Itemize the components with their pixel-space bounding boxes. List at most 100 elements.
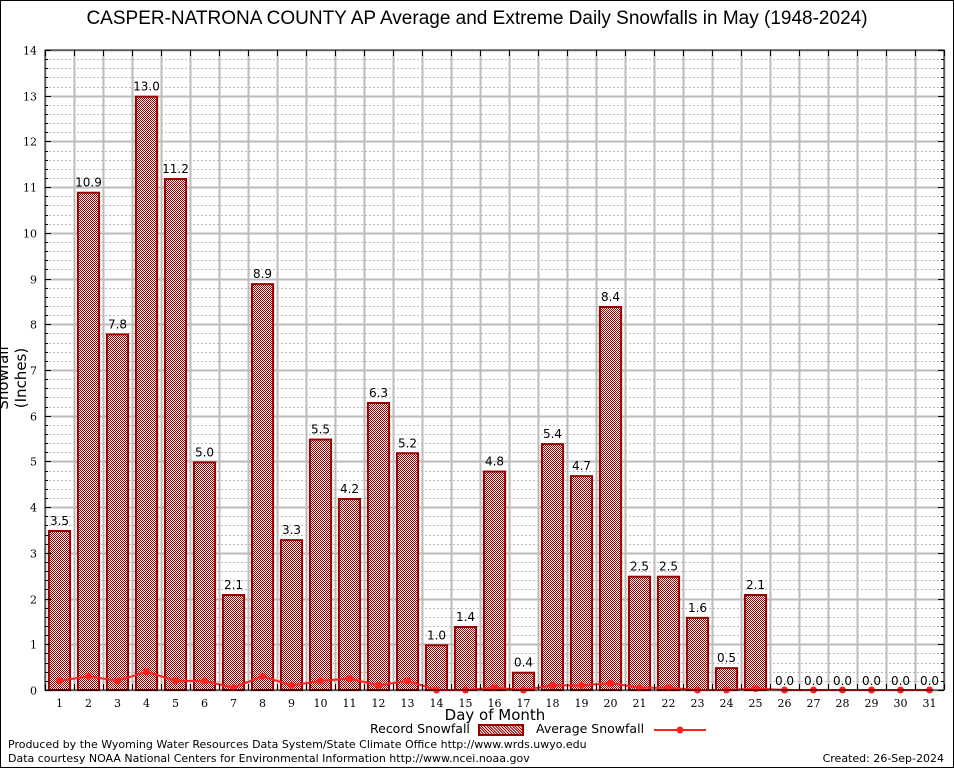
footer-data-courtesy: Data courtesy NOAA National Centers for … [8, 752, 530, 765]
bar-day-10 [308, 438, 333, 692]
y-axis-label: Snowfall (Inches) [0, 346, 30, 410]
average-point-day-1 [56, 677, 63, 685]
bar-day-6 [192, 461, 217, 691]
data-label-day-30: 0.0 [891, 674, 910, 688]
data-label-day-4: 13.0 [133, 80, 160, 94]
data-label-day-18: 5.4 [543, 427, 562, 441]
data-label-day-23: 1.6 [688, 601, 707, 615]
average-point-day-4 [143, 668, 150, 676]
average-point-day-16 [491, 684, 498, 692]
data-label-day-13: 5.2 [398, 436, 417, 450]
bar-day-20 [598, 306, 623, 691]
bar-day-14 [424, 644, 449, 691]
bar-day-11 [337, 498, 362, 691]
average-point-day-12 [375, 681, 382, 689]
average-point-day-13 [404, 677, 411, 685]
footer-created: Created: 26-Sep-2024 [822, 752, 944, 765]
average-point-day-25 [752, 685, 759, 693]
y-tick-label: 5 [30, 456, 37, 469]
x-tick-label-day-30: 30 [894, 697, 908, 710]
x-tick-label-day-26: 26 [778, 697, 792, 710]
data-label-day-12: 6.3 [369, 386, 388, 400]
x-tick-label-day-14: 14 [430, 697, 444, 710]
legend-average-label: Average Snowfall [536, 721, 645, 736]
bar-day-16 [482, 470, 507, 692]
legend-average-swatch [654, 726, 707, 733]
x-tick-label-day-3: 3 [114, 697, 121, 710]
x-tick-label-day-28: 28 [836, 697, 850, 710]
bar-day-15 [453, 626, 478, 691]
y-tick-label: 7 [30, 365, 37, 378]
x-tick-label-day-17: 17 [517, 697, 531, 710]
data-label-day-19: 4.7 [572, 459, 591, 473]
x-tick-label-day-6: 6 [201, 697, 208, 710]
y-tick-label: 9 [30, 274, 37, 287]
y-tick-label: 12 [23, 136, 37, 149]
bar-day-18 [540, 443, 565, 691]
x-tick-label-day-11: 11 [343, 697, 357, 710]
y-tick-label: 4 [30, 502, 37, 515]
data-label-day-10: 5.5 [311, 423, 330, 437]
x-tick-label-day-25: 25 [749, 697, 763, 710]
average-point-day-3 [114, 677, 121, 685]
data-label-day-14: 1.0 [427, 628, 446, 642]
bar-day-4 [134, 95, 159, 691]
x-tick-label-day-8: 8 [259, 697, 266, 710]
average-point-day-19 [578, 681, 585, 689]
average-point-day-22 [665, 684, 672, 692]
x-tick-label-day-4: 4 [143, 697, 150, 710]
average-point-day-5 [172, 677, 179, 685]
data-label-day-25: 2.1 [746, 578, 765, 592]
footer-produced-by: Produced by the Wyoming Water Resources … [8, 738, 587, 751]
x-tick-label-day-29: 29 [865, 697, 879, 710]
y-tick-label: 1 [30, 639, 37, 652]
data-label-day-9: 3.3 [282, 523, 301, 537]
data-label-day-29: 0.0 [862, 674, 881, 688]
bar-day-19 [569, 475, 594, 691]
legend-record: Record Snowfall [370, 721, 524, 736]
y-tick-label: 2 [30, 594, 37, 607]
data-label-day-16: 4.8 [485, 455, 504, 469]
x-tick-label-day-13: 13 [401, 697, 415, 710]
bar-day-3 [105, 333, 130, 691]
average-point-day-20 [607, 679, 614, 687]
bar-day-13 [395, 452, 420, 691]
average-point-day-6 [201, 677, 208, 685]
data-label-day-3: 7.8 [108, 317, 127, 331]
data-label-day-11: 4.2 [340, 482, 359, 496]
x-tick-label-day-19: 19 [575, 697, 589, 710]
x-tick-label-day-10: 10 [314, 697, 328, 710]
x-tick-label-day-1: 1 [56, 697, 63, 710]
x-tick-label-day-27: 27 [807, 697, 821, 710]
bar-day-7 [221, 594, 246, 691]
average-point-day-9 [288, 681, 295, 689]
y-tick-label: 14 [23, 45, 37, 58]
bar-day-9 [279, 539, 304, 692]
x-tick-label-day-18: 18 [546, 697, 560, 710]
y-tick-label: 0 [30, 685, 37, 698]
x-tick-label-day-5: 5 [172, 697, 179, 710]
x-tick-label-day-31: 31 [923, 697, 937, 710]
y-tick-label: 6 [30, 411, 37, 424]
x-tick-label-day-2: 2 [85, 697, 92, 710]
chart-title: CASPER-NATRONA COUNTY AP Average and Ext… [86, 8, 868, 29]
average-point-day-18 [549, 681, 556, 689]
bar-day-21 [627, 575, 652, 692]
average-point-day-2 [85, 672, 92, 680]
x-tick-label-day-24: 24 [720, 697, 734, 710]
data-label-day-27: 0.0 [804, 674, 823, 688]
x-tick-label-day-7: 7 [230, 697, 237, 710]
data-label-day-28: 0.0 [833, 674, 852, 688]
x-tick-label-day-21: 21 [633, 697, 647, 710]
bar-day-1 [47, 530, 72, 691]
average-point-day-7 [230, 684, 237, 692]
legend-record-label: Record Snowfall [370, 721, 470, 736]
legend-record-swatch [477, 723, 524, 736]
y-tick-label: 8 [30, 319, 37, 332]
data-label-day-20: 8.4 [601, 290, 620, 304]
bar-day-12 [366, 402, 391, 691]
average-point-day-10 [317, 677, 324, 685]
x-tick-label-day-23: 23 [691, 697, 705, 710]
x-axis-label: Day of Month [444, 706, 546, 724]
